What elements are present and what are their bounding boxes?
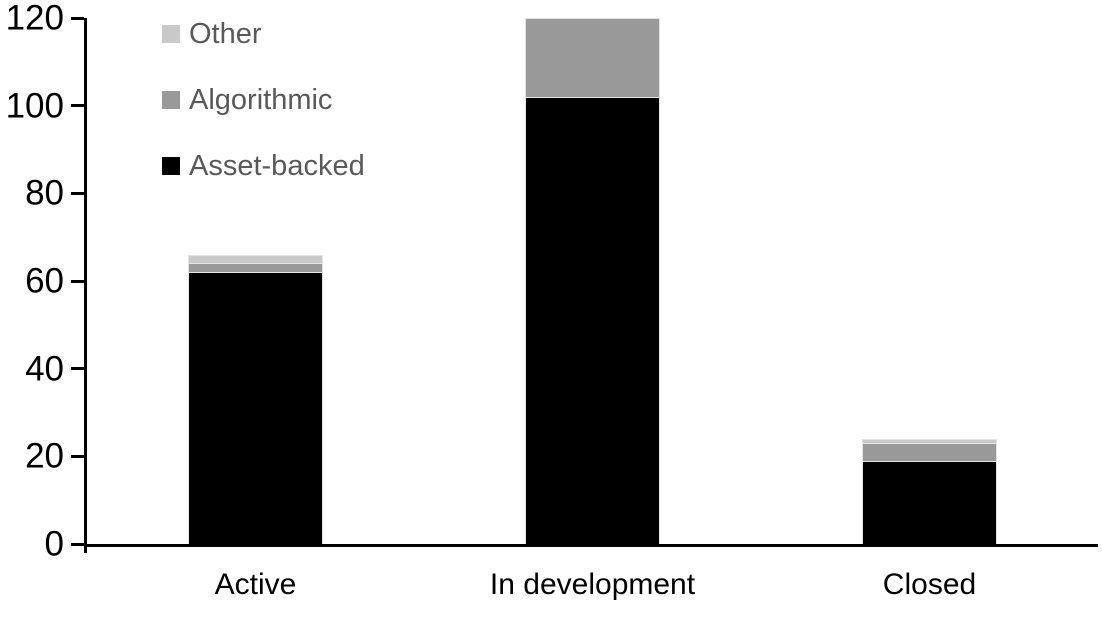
x-category-label: Closed xyxy=(882,568,977,601)
legend-swatch xyxy=(162,91,180,109)
segment-algorithmic xyxy=(188,263,323,273)
y-tick-label: 60 xyxy=(25,261,64,301)
segment-algorithmic xyxy=(525,18,660,97)
bar-closed xyxy=(862,438,997,544)
y-tick-label: 120 xyxy=(5,0,64,38)
legend-label: Asset-backed xyxy=(189,149,365,182)
y-tick-mark xyxy=(71,454,84,458)
bar-in-development xyxy=(525,18,660,544)
segment-algorithmic xyxy=(862,443,997,461)
legend-item-algorithmic: Algorithmic xyxy=(162,82,332,118)
x-category-label: Active xyxy=(214,568,297,601)
legend-label: Other xyxy=(189,17,262,50)
segment-asset-backed xyxy=(862,460,997,544)
x-category-label: In development xyxy=(489,568,696,601)
legend-item-other: Other xyxy=(162,16,262,52)
legend-item-asset-backed: Asset-backed xyxy=(162,148,365,184)
y-tick-mark xyxy=(71,367,84,371)
segment-other xyxy=(188,254,323,264)
y-tick-label: 20 xyxy=(25,436,64,476)
y-tick-mark xyxy=(71,542,84,546)
segment-asset-backed xyxy=(525,96,660,544)
y-tick-mark xyxy=(71,191,84,195)
bar-active xyxy=(188,254,323,544)
y-tick-label: 0 xyxy=(44,524,64,564)
segment-asset-backed xyxy=(188,272,323,544)
segment-other xyxy=(862,438,997,444)
y-tick-mark xyxy=(71,279,84,283)
plot-area xyxy=(71,16,1098,553)
y-tick-label: 40 xyxy=(25,349,64,389)
legend-label: Algorithmic xyxy=(189,83,333,116)
y-tick-mark xyxy=(71,16,84,20)
y-tick-label: 80 xyxy=(25,173,64,213)
y-tick-mark xyxy=(71,104,84,108)
y-tick-label: 100 xyxy=(5,86,64,126)
legend-swatch xyxy=(162,157,180,175)
legend-swatch xyxy=(162,25,180,43)
x-axis-origin-stub xyxy=(84,544,87,553)
